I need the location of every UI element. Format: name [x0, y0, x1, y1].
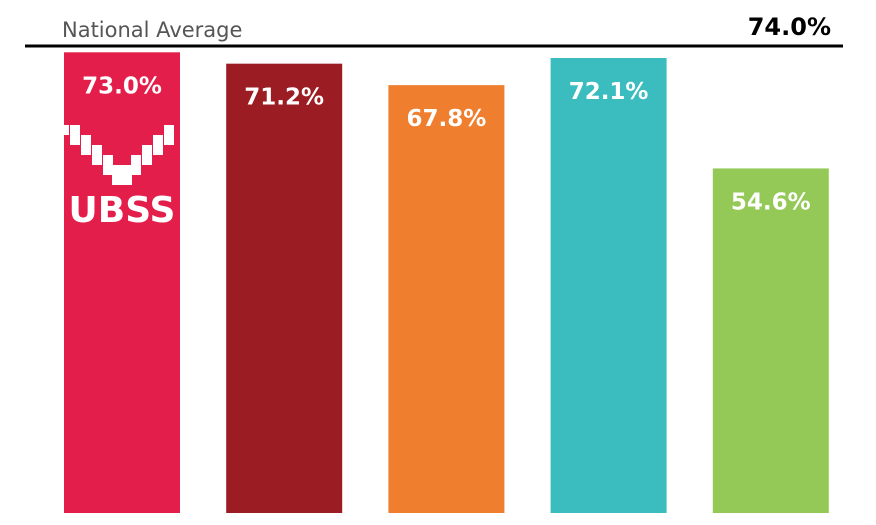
logo-pixel	[70, 135, 80, 145]
value-label: 72.1%	[569, 79, 649, 105]
value-label: 67.8%	[407, 106, 487, 132]
bar	[550, 57, 667, 513]
logo-pixel	[164, 125, 174, 135]
logo-pixel	[103, 165, 113, 175]
logo-pixel	[92, 145, 102, 155]
logo-pixel	[70, 125, 80, 135]
logo-pixel	[122, 175, 132, 185]
logo-pixel	[153, 135, 163, 145]
logo-text: UBSS	[69, 190, 176, 231]
logo-pixel	[131, 155, 141, 165]
logo-pixel	[112, 165, 122, 175]
logo-pixel	[142, 155, 152, 165]
bar	[226, 63, 343, 514]
logo-pixel	[142, 145, 152, 155]
value-label: 71.2%	[244, 85, 324, 111]
bar	[64, 52, 180, 513]
value-label: 73.0%	[82, 73, 162, 99]
reference-label: National Average	[62, 18, 242, 42]
logo-pixel	[112, 175, 122, 185]
logo-pixel	[153, 145, 163, 155]
logo-pixel	[59, 125, 69, 135]
bar	[712, 168, 829, 513]
logo-pixel	[131, 165, 141, 175]
logo-pixel	[92, 155, 102, 165]
value-label: 54.6%	[731, 189, 811, 215]
logo-pixel	[81, 135, 91, 145]
logo-pixel	[81, 145, 91, 155]
logo-pixel	[103, 155, 113, 165]
reference-value-label: 74.0%	[748, 13, 831, 41]
logo-pixel	[122, 165, 132, 175]
logo-pixel	[164, 135, 174, 145]
bar	[388, 85, 505, 514]
